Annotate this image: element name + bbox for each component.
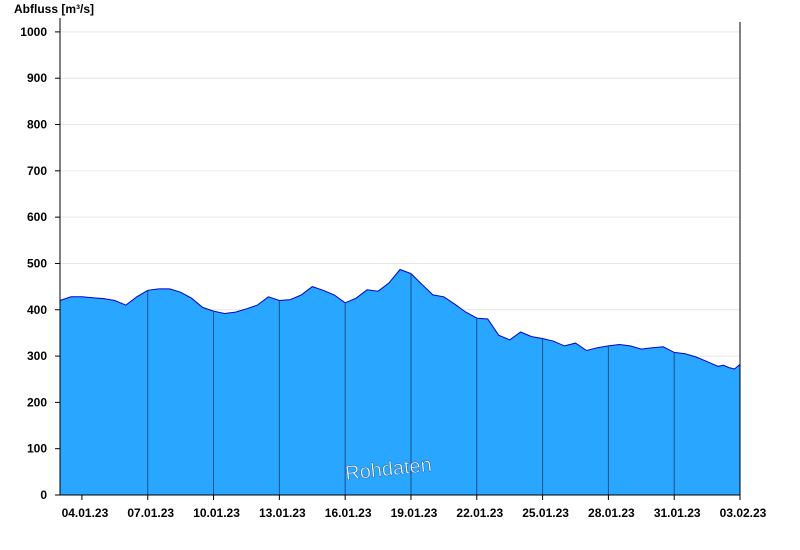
x-tick-label: 04.01.23 (62, 506, 109, 520)
y-tick-label: 0 (40, 488, 47, 502)
y-tick-label: 100 (27, 442, 47, 456)
y-tick-label: 600 (27, 210, 47, 224)
x-tick-label: 10.01.23 (193, 506, 240, 520)
x-tick-label: 03.02.23 (720, 506, 767, 520)
x-tick-label: 31.01.23 (654, 506, 701, 520)
y-tick-label: 800 (27, 118, 47, 132)
discharge-area (60, 269, 740, 495)
x-tick-label: 19.01.23 (391, 506, 438, 520)
x-tick-label: 16.01.23 (325, 506, 372, 520)
y-tick-label: 400 (27, 303, 47, 317)
day-separator-lines (147, 273, 675, 495)
y-axis-label: Abfluss [m³/s] (14, 2, 94, 16)
y-tick-label: 900 (27, 71, 47, 85)
x-tick-label: 22.01.23 (456, 506, 503, 520)
y-tick-label: 700 (27, 164, 47, 178)
x-tick-label: 25.01.23 (522, 506, 569, 520)
y-tick-label: 1000 (20, 25, 47, 39)
y-tick-label: 500 (27, 256, 47, 270)
x-tick-label: 07.01.23 (127, 506, 174, 520)
x-axis-ticks: 04.01.23 07.01.23 10.01.23 13.01.23 16.01.23… (62, 495, 767, 520)
y-axis-ticks: 0 100 200 300 400 500 600 700 800 900 1000 (20, 25, 60, 502)
y-tick-label: 200 (27, 395, 47, 409)
x-tick-label: 13.01.23 (259, 506, 306, 520)
y-tick-label: 300 (27, 349, 47, 363)
discharge-line (59, 268, 741, 370)
x-tick-label: 28.01.23 (588, 506, 635, 520)
